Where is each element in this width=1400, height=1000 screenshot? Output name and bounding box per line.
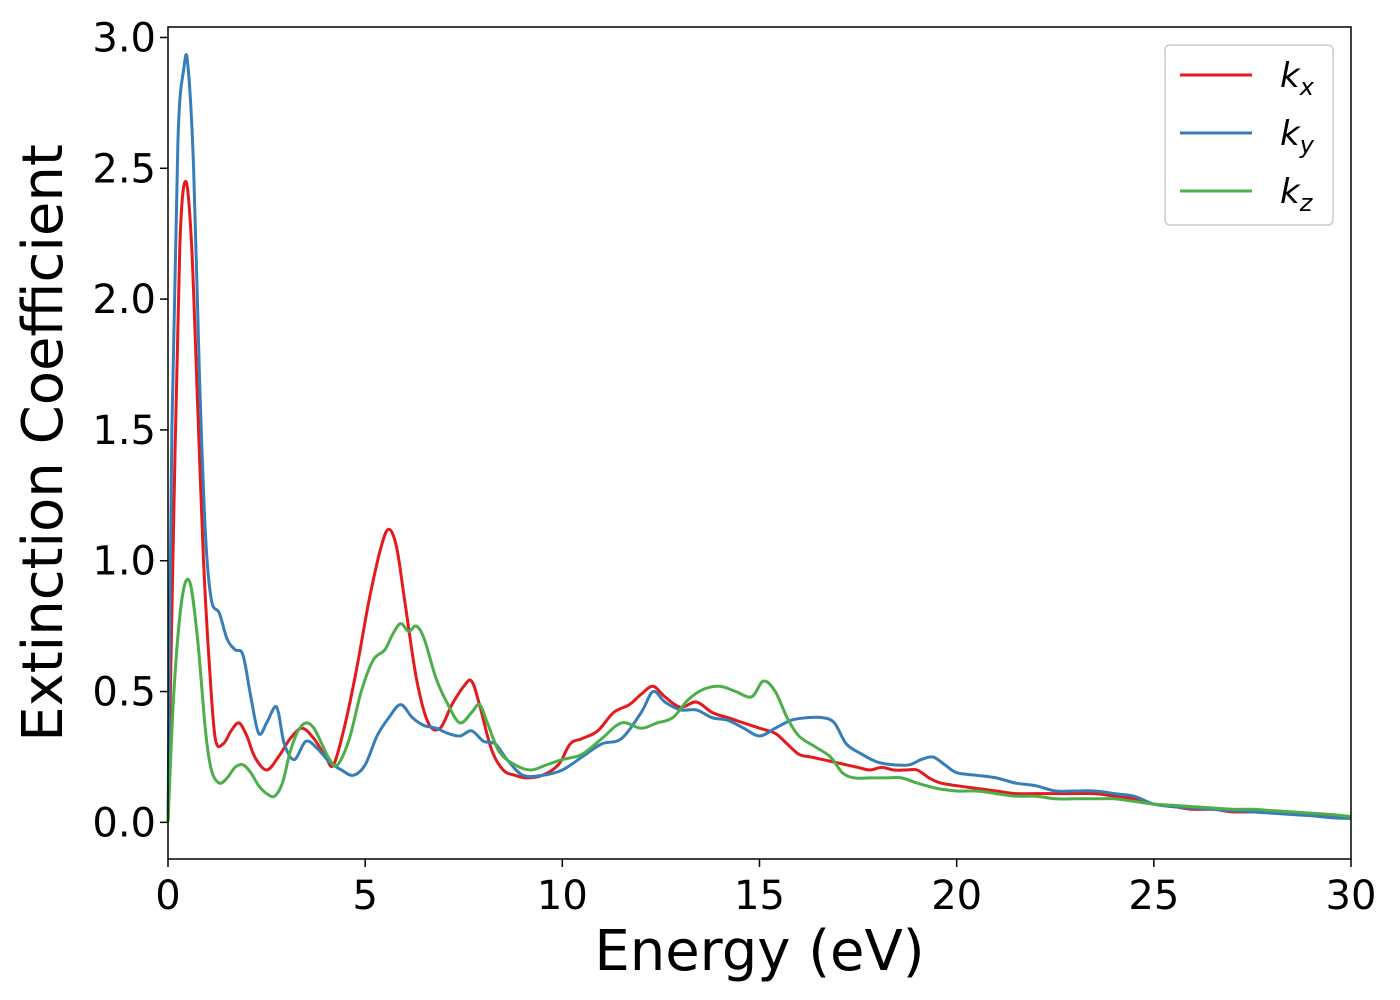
x-tick-label: 5 <box>352 873 377 919</box>
legend-label-kx: kx <box>1280 56 1315 101</box>
legend-label-ky: ky <box>1280 114 1315 159</box>
y-tick-label: 1.0 <box>92 539 156 585</box>
y-tick-label: 2.5 <box>92 146 156 192</box>
legend: kx ky kz <box>1164 44 1334 226</box>
y-tick-label: 0.5 <box>92 670 156 716</box>
x-tick-label: 30 <box>1326 873 1377 919</box>
x-tick-label: 25 <box>1128 873 1179 919</box>
series-line-kz <box>166 577 1352 823</box>
series-layer <box>166 53 1352 823</box>
y-tick-label: 2.0 <box>92 277 156 323</box>
legend-box <box>1164 44 1334 226</box>
x-tick-label: 0 <box>155 873 180 919</box>
series-line-kx <box>166 179 1352 823</box>
y-tick-label: 0.0 <box>92 800 156 846</box>
y-axis: 0.0 0.5 1.0 1.5 2.0 2.5 3.0 <box>92 15 168 846</box>
series-line-ky <box>166 53 1352 823</box>
y-axis-label: Extinction Coefficient <box>11 144 76 742</box>
x-axis-label: Energy (eV) <box>594 919 924 984</box>
y-tick-label: 3.0 <box>92 15 156 61</box>
y-tick-label: 1.5 <box>92 408 156 454</box>
x-tick-label: 20 <box>931 873 982 919</box>
legend-label-kz: kz <box>1280 172 1314 217</box>
x-tick-label: 10 <box>537 873 588 919</box>
x-tick-label: 15 <box>734 873 785 919</box>
x-axis: 0 5 10 15 20 25 30 <box>155 859 1376 919</box>
